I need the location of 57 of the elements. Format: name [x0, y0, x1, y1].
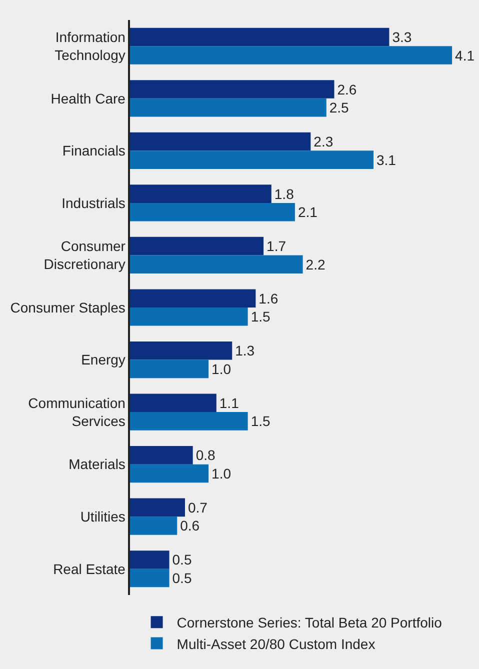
bar [130, 516, 178, 535]
bar [130, 184, 272, 203]
bar [130, 446, 193, 464]
y-tick-label: Health Care [50, 90, 126, 106]
y-tick-label: Consumer Staples [10, 299, 126, 316]
bar [130, 341, 232, 360]
bar [130, 394, 216, 412]
data-label: 2.5 [329, 100, 350, 116]
data-label: 1.0 [212, 360, 232, 377]
bar [130, 202, 295, 222]
data-label: 2.6 [337, 81, 357, 98]
data-label: 1.5 [250, 413, 270, 430]
data-label: 2.1 [298, 204, 318, 220]
data-label: 1.3 [235, 342, 255, 359]
data-label: 1.1 [219, 394, 240, 411]
data-label: 1.0 [212, 465, 232, 482]
y-tick-label: Utilities [80, 508, 126, 524]
y-tick-label: Industrials [62, 194, 126, 211]
y-tick-label: Financials [62, 142, 126, 159]
data-label: 1.6 [258, 290, 278, 306]
bar [130, 498, 185, 517]
bar [130, 308, 248, 326]
data-label: 1.8 [274, 186, 294, 202]
bar [130, 80, 334, 98]
bar [130, 150, 374, 169]
bar [130, 412, 248, 430]
data-label: 2.3 [314, 134, 334, 150]
bar [130, 289, 256, 308]
y-tick-label: Communication Services [28, 394, 126, 430]
data-label: 2.2 [306, 256, 326, 272]
data-label: 1.5 [250, 308, 270, 325]
bar [130, 98, 326, 117]
y-tick-label: Information Technology [54, 28, 126, 64]
bar [130, 360, 209, 378]
data-label: 3.1 [376, 152, 396, 168]
y-tick-label: Consumer Discretionary [44, 238, 126, 272]
bar [130, 464, 209, 483]
legend-label: Cornerstone Series: Total Beta 20 Portfolio [176, 614, 442, 631]
y-tick-label: Energy [81, 352, 126, 368]
bar [130, 28, 390, 46]
y-tick-label: Materials [68, 456, 126, 472]
data-label: 0.8 [196, 447, 216, 464]
data-label: 3.3 [392, 28, 412, 45]
data-label: 0.6 [180, 518, 200, 534]
data-label: 0.7 [188, 499, 208, 516]
data-label: 1.7 [266, 238, 286, 254]
bar [130, 568, 170, 588]
y-tick-label: Real Estate [53, 560, 126, 577]
data-label: 0.5 [172, 552, 192, 568]
bar [130, 550, 170, 569]
data-label: 0.5 [172, 570, 192, 586]
bar [130, 236, 264, 256]
bar [130, 132, 311, 151]
data-label: 4.1 [455, 47, 475, 64]
legend-label: Multi-Asset 20/80 Custom Index [176, 636, 376, 652]
bar [130, 255, 303, 274]
bar [130, 46, 452, 64]
